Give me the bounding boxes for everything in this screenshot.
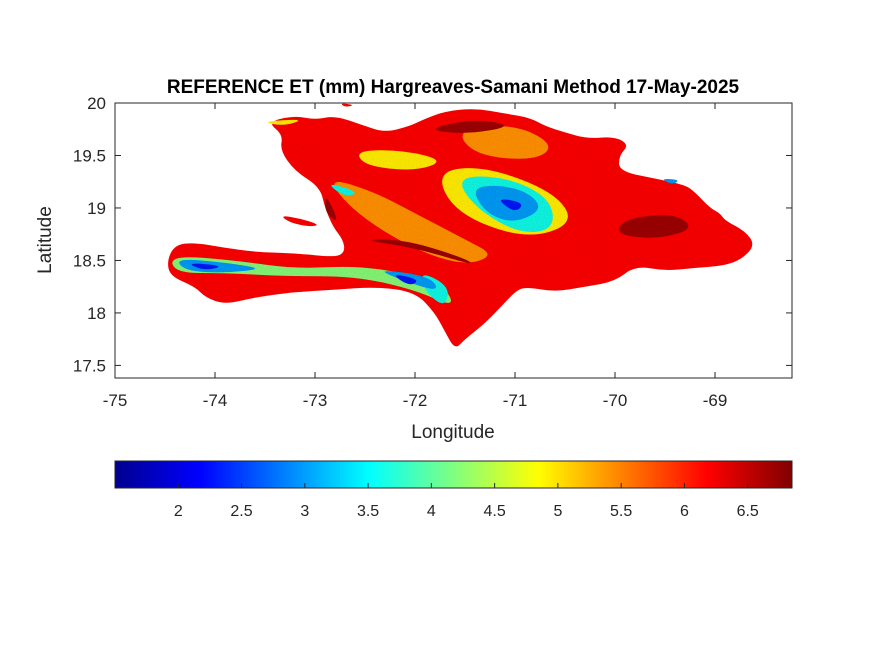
y-tick-label: 19.5 [73, 146, 106, 165]
y-axis-label: Latitude [35, 206, 56, 274]
y-tick-label: 18.5 [73, 251, 106, 270]
colorbar-tick-label: 6 [680, 503, 689, 520]
et-region-19 [436, 120, 504, 133]
et-region-11 [331, 184, 355, 196]
chart-title: REFERENCE ET (mm) Hargreaves-Samani Meth… [167, 77, 740, 98]
et-region-4 [334, 181, 488, 263]
colorbar-ticks: 2 2.5 3 3.5 4 4.5 5 5.5 6 6.5 [174, 483, 759, 520]
y-tick-label: 20 [87, 94, 106, 113]
colorbar-tick-label: 3.5 [357, 503, 379, 520]
et-region-16 [191, 263, 219, 270]
et-region-22 [372, 239, 471, 264]
x-axis: -75 -74 -73 -72 -71 -70 -69 [103, 103, 728, 410]
et-region-7 [268, 119, 299, 125]
x-axis-label: Longitude [411, 422, 494, 443]
et-region-21 [619, 215, 689, 238]
y-tick-label: 17.5 [73, 356, 106, 375]
x-tick-label: -72 [403, 391, 428, 410]
et-region-5 [359, 150, 437, 170]
et-region-17 [396, 275, 417, 285]
colorbar-tick-label: 4 [427, 503, 436, 520]
x-tick-label: -73 [303, 391, 328, 410]
y-axis: 17.5 18 18.5 19 19.5 20 [73, 94, 792, 375]
colorbar-tick-label: 5 [553, 503, 562, 520]
et-region-1 [283, 216, 317, 227]
x-tick-label: -71 [503, 391, 528, 410]
x-tick-label: -75 [103, 391, 128, 410]
y-tick-label: 19 [87, 199, 106, 218]
plot-frame [114, 102, 793, 379]
colorbar-tick-label: 2.5 [230, 503, 252, 520]
et-region-3 [462, 126, 549, 159]
colorbar-tick-label: 6.5 [737, 503, 759, 520]
x-tick-label: -69 [703, 391, 728, 410]
et-region-15 [663, 179, 678, 184]
colorbar-tick-label: 4.5 [484, 503, 506, 520]
et-map [168, 103, 753, 347]
et-region-0 [168, 109, 753, 347]
x-tick-label: -74 [203, 391, 228, 410]
colorbar-tick-label: 3 [300, 503, 309, 520]
colorbar [114, 460, 793, 489]
et-region-2 [341, 103, 352, 107]
colorbar-tick-label: 2 [174, 503, 183, 520]
et-region-18 [501, 199, 522, 211]
et-region-20 [325, 198, 337, 220]
colorbar-tick-label: 5.5 [610, 503, 632, 520]
x-tick-label: -70 [603, 391, 628, 410]
y-tick-label: 18 [87, 304, 106, 323]
